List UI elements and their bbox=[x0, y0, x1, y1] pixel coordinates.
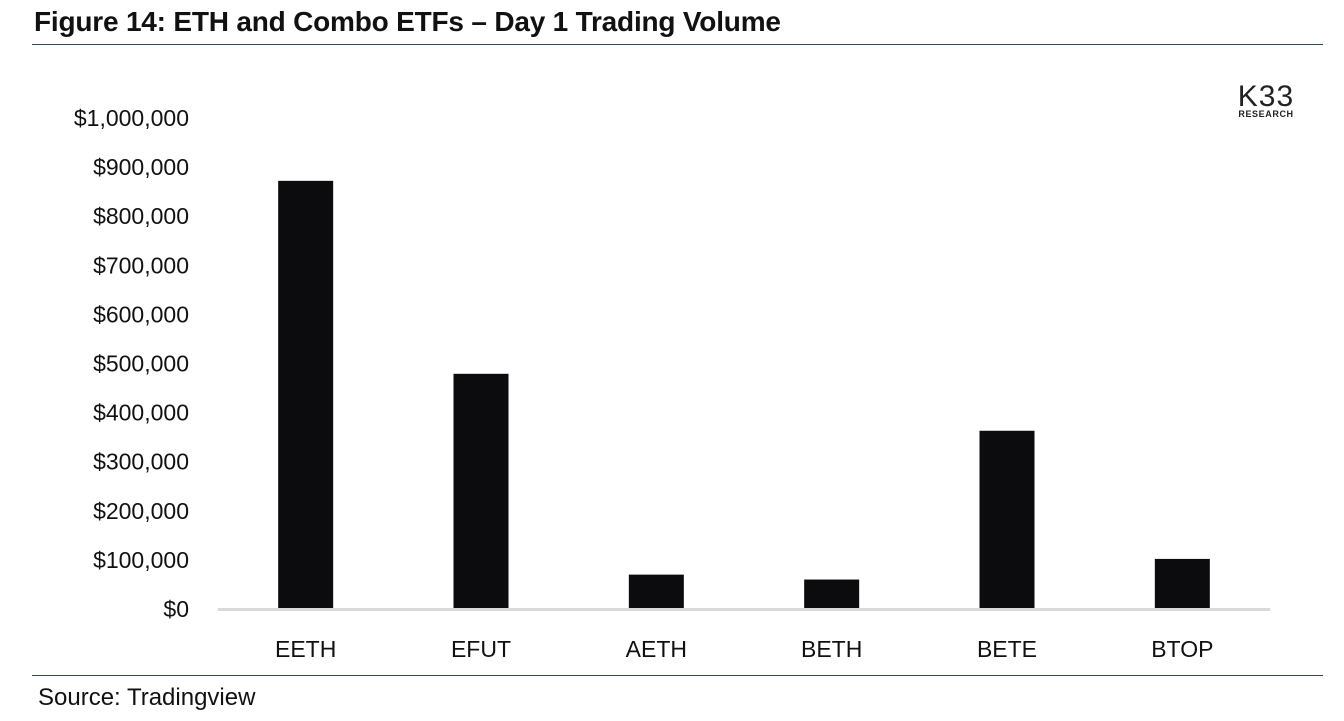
x-tick-label: EFUT bbox=[451, 636, 511, 662]
k33-research-logo: K33 RESEARCH bbox=[1226, 80, 1306, 119]
y-tick-label: $400,000 bbox=[93, 400, 189, 426]
y-tick-label: $200,000 bbox=[93, 498, 189, 524]
bar-bete bbox=[979, 430, 1035, 609]
logo-main-text: K33 bbox=[1237, 80, 1295, 113]
source-note: Source: Tradingview bbox=[38, 684, 256, 711]
logo-sub-text: RESEARCH bbox=[1238, 109, 1294, 119]
y-tick-label: $300,000 bbox=[93, 449, 189, 475]
source-divider bbox=[32, 675, 1323, 676]
x-tick-label: EETH bbox=[275, 636, 336, 662]
x-tick-label: AETH bbox=[626, 636, 687, 662]
title-divider bbox=[32, 44, 1323, 45]
y-tick-label: $900,000 bbox=[93, 154, 189, 180]
bar-btop bbox=[1154, 558, 1210, 609]
x-tick-label: BTOP bbox=[1151, 636, 1213, 662]
bar-beth bbox=[804, 579, 860, 609]
x-tick-label: BETE bbox=[977, 636, 1037, 662]
y-tick-label: $500,000 bbox=[93, 351, 189, 377]
y-tick-label: $700,000 bbox=[93, 252, 189, 278]
y-tick-label: $800,000 bbox=[93, 203, 189, 229]
bar-chart: $0 $100,000 $200,000 $300,000 $400,000 $500,0… bbox=[74, 105, 1270, 662]
bar-efut bbox=[453, 373, 509, 609]
y-tick-label: $1,000,000 bbox=[74, 105, 189, 131]
y-tick-label: $0 bbox=[163, 596, 189, 622]
bar-eeth bbox=[278, 180, 334, 609]
chart-title: Figure 14: ETH and Combo ETFs – Day 1 Tr… bbox=[34, 6, 781, 37]
y-tick-label: $100,000 bbox=[93, 547, 189, 573]
bar-aeth bbox=[628, 574, 684, 609]
x-tick-label: BETH bbox=[801, 636, 862, 662]
y-tick-label: $600,000 bbox=[93, 301, 189, 327]
